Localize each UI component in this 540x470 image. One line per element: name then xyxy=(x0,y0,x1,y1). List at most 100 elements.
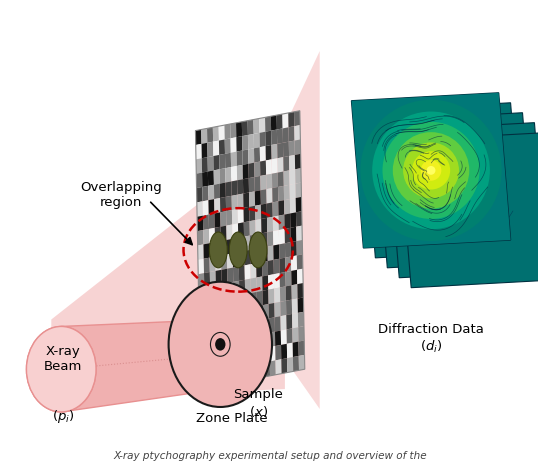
Polygon shape xyxy=(268,289,274,304)
Polygon shape xyxy=(211,299,217,315)
Polygon shape xyxy=(262,275,268,291)
Polygon shape xyxy=(225,153,231,168)
Polygon shape xyxy=(207,156,214,172)
Polygon shape xyxy=(296,211,302,227)
Polygon shape xyxy=(263,304,269,320)
Polygon shape xyxy=(296,197,302,212)
Polygon shape xyxy=(227,239,233,254)
Polygon shape xyxy=(206,358,212,374)
Polygon shape xyxy=(197,216,203,231)
Polygon shape xyxy=(273,201,279,217)
Ellipse shape xyxy=(393,132,469,209)
Polygon shape xyxy=(211,343,217,358)
Polygon shape xyxy=(251,306,257,321)
Polygon shape xyxy=(243,193,249,208)
Polygon shape xyxy=(200,345,206,360)
Polygon shape xyxy=(201,128,207,144)
Polygon shape xyxy=(235,352,241,368)
Text: Overlapping
region: Overlapping region xyxy=(80,181,162,209)
Polygon shape xyxy=(229,368,235,384)
Polygon shape xyxy=(252,364,259,379)
Polygon shape xyxy=(211,329,217,344)
Polygon shape xyxy=(222,283,228,298)
Polygon shape xyxy=(246,321,252,337)
Polygon shape xyxy=(232,209,238,225)
Ellipse shape xyxy=(26,327,96,412)
Polygon shape xyxy=(272,172,278,188)
Polygon shape xyxy=(280,301,286,316)
Polygon shape xyxy=(273,216,279,231)
Polygon shape xyxy=(296,240,302,255)
Polygon shape xyxy=(225,138,231,154)
Polygon shape xyxy=(204,243,210,259)
Polygon shape xyxy=(205,301,211,316)
Polygon shape xyxy=(297,254,303,270)
Text: X-ray
Beam: X-ray Beam xyxy=(44,345,83,373)
Polygon shape xyxy=(216,284,222,299)
Polygon shape xyxy=(250,235,256,250)
Polygon shape xyxy=(283,127,289,143)
Polygon shape xyxy=(284,199,290,215)
Polygon shape xyxy=(249,220,255,235)
Polygon shape xyxy=(287,329,293,344)
Polygon shape xyxy=(280,272,286,288)
Polygon shape xyxy=(239,294,245,310)
Polygon shape xyxy=(260,132,266,147)
Polygon shape xyxy=(242,135,248,150)
Polygon shape xyxy=(198,244,204,260)
Polygon shape xyxy=(230,123,237,138)
Polygon shape xyxy=(265,131,272,146)
Polygon shape xyxy=(248,149,254,164)
Polygon shape xyxy=(273,230,279,245)
Polygon shape xyxy=(274,273,280,289)
Polygon shape xyxy=(199,316,205,332)
Polygon shape xyxy=(215,227,221,242)
Polygon shape xyxy=(272,187,278,203)
Polygon shape xyxy=(231,137,237,153)
Polygon shape xyxy=(286,314,292,329)
Polygon shape xyxy=(399,133,540,288)
Polygon shape xyxy=(258,334,264,349)
Polygon shape xyxy=(293,356,299,371)
Polygon shape xyxy=(352,93,510,248)
Polygon shape xyxy=(245,264,251,280)
Polygon shape xyxy=(283,141,289,157)
Ellipse shape xyxy=(26,327,96,412)
Polygon shape xyxy=(199,330,205,346)
Polygon shape xyxy=(222,326,228,342)
Polygon shape xyxy=(254,176,261,191)
Polygon shape xyxy=(234,295,240,311)
Polygon shape xyxy=(203,229,210,244)
Polygon shape xyxy=(232,223,238,239)
Polygon shape xyxy=(209,228,215,243)
Polygon shape xyxy=(275,345,281,360)
Ellipse shape xyxy=(230,232,247,268)
Polygon shape xyxy=(247,365,253,380)
Polygon shape xyxy=(229,354,235,369)
Polygon shape xyxy=(276,114,283,130)
Polygon shape xyxy=(284,171,289,186)
Polygon shape xyxy=(363,103,523,258)
Polygon shape xyxy=(210,271,216,286)
Ellipse shape xyxy=(249,232,267,268)
Polygon shape xyxy=(263,318,269,334)
Polygon shape xyxy=(220,182,226,198)
Ellipse shape xyxy=(210,232,227,268)
Polygon shape xyxy=(278,157,284,172)
Polygon shape xyxy=(292,298,298,314)
Polygon shape xyxy=(284,156,289,172)
Polygon shape xyxy=(219,125,225,141)
Polygon shape xyxy=(223,340,229,356)
Polygon shape xyxy=(290,212,296,228)
Polygon shape xyxy=(289,184,296,199)
Polygon shape xyxy=(248,163,254,178)
Polygon shape xyxy=(246,351,252,366)
Polygon shape xyxy=(237,165,243,180)
Polygon shape xyxy=(284,185,290,200)
Polygon shape xyxy=(198,230,204,245)
Polygon shape xyxy=(214,198,220,213)
Polygon shape xyxy=(281,358,287,374)
Polygon shape xyxy=(264,347,269,362)
Polygon shape xyxy=(245,307,252,323)
Polygon shape xyxy=(222,312,228,327)
